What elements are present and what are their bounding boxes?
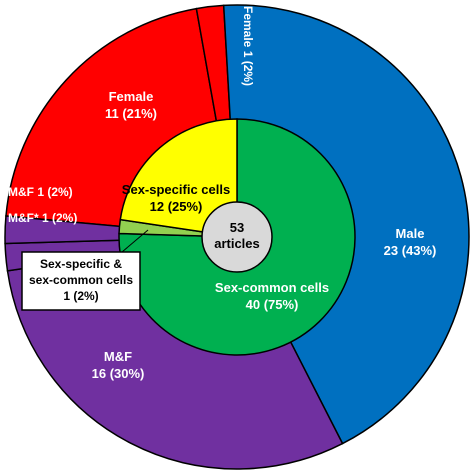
label-mf-star: M&F* 1 (2%) bbox=[8, 211, 77, 225]
label-female-small: Female 1 (2%) bbox=[241, 6, 255, 86]
label-mf-value: 16 (30%) bbox=[92, 366, 145, 381]
label-mf-name: M&F bbox=[104, 349, 132, 364]
label-male-value: 23 (43%) bbox=[384, 243, 437, 258]
label-sex-specific-name: Sex-specific cells bbox=[122, 182, 230, 197]
callout-line3: 1 (2%) bbox=[63, 289, 98, 303]
inner-slice-2 bbox=[119, 118, 238, 238]
callout-box bbox=[21, 251, 141, 311]
label-female-name: Female bbox=[109, 89, 154, 104]
label-sex-specific-value: 12 (25%) bbox=[150, 199, 203, 214]
label-sex-common-name: Sex-common cells bbox=[215, 280, 329, 295]
center-label-articles: articles bbox=[214, 236, 260, 251]
center-label-count: 53 bbox=[230, 220, 244, 235]
label-sex-common-value: 40 (75%) bbox=[246, 297, 299, 312]
inner-slice-0 bbox=[118, 118, 356, 356]
callout-line bbox=[121, 229, 149, 253]
label-female-value: 11 (21%) bbox=[105, 106, 157, 121]
center-circle bbox=[201, 201, 273, 273]
label-male-name: Male bbox=[396, 226, 425, 241]
callout-line2: sex-common cells bbox=[29, 273, 133, 287]
label-mf-one: M&F 1 (2%) bbox=[8, 185, 73, 199]
callout-line1: Sex-specific & bbox=[40, 257, 122, 271]
